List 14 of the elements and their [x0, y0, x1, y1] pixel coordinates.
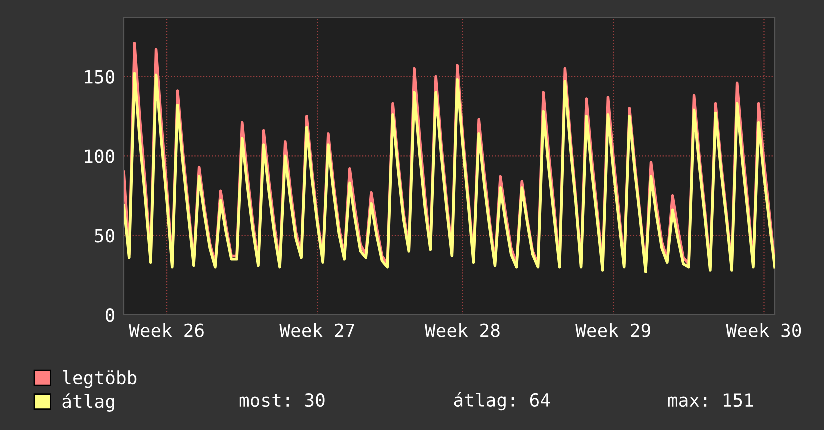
- legend-label: legtöbb: [63, 370, 137, 388]
- y-tick-label: 100: [85, 150, 114, 164]
- y-tick-label: 0: [106, 308, 114, 322]
- y-tick-label: 150: [85, 70, 114, 84]
- x-tick-label: Week 29: [576, 323, 650, 338]
- x-tick-label: Week 26: [128, 323, 204, 338]
- y-tick-label: 50: [95, 229, 114, 243]
- legend-label: átlag: [62, 394, 114, 412]
- text: átlag: 64: [454, 392, 550, 411]
- x-tick-label: Week 28: [424, 323, 500, 338]
- text: max: 151: [668, 394, 754, 408]
- x-tick-label: Week 27: [280, 323, 354, 338]
- x-tick-label: Week 30: [726, 323, 802, 338]
- text: most: 30: [240, 393, 325, 408]
